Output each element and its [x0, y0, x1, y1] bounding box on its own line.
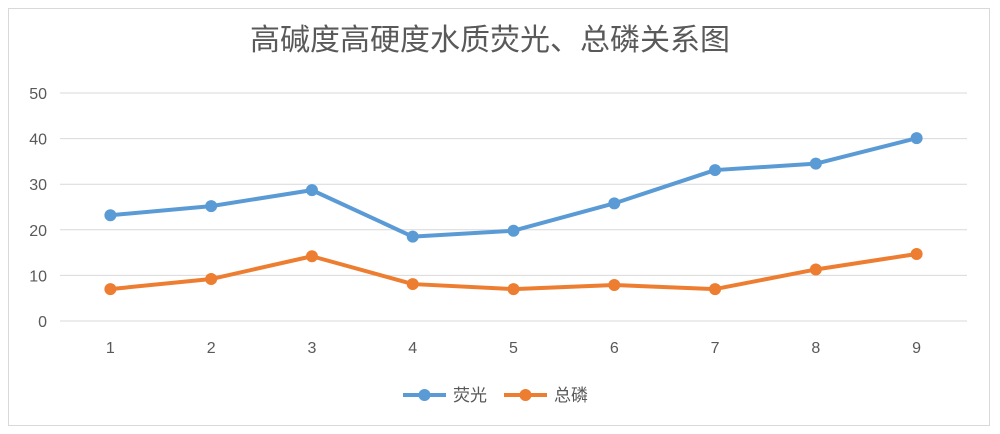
data-point — [205, 273, 218, 286]
x-tick-label: 3 — [307, 340, 316, 357]
legend-item: 总磷 — [504, 386, 588, 406]
data-point — [406, 230, 419, 243]
series-line — [108, 136, 919, 239]
data-point — [910, 247, 923, 260]
legend-label: 总磷 — [554, 386, 588, 406]
y-tick-label: 30 — [29, 177, 47, 194]
y-tick-label: 0 — [38, 314, 47, 331]
x-tick-label: 6 — [610, 340, 619, 357]
data-point — [709, 283, 722, 296]
series-1 — [104, 132, 923, 243]
x-tick-label: 5 — [509, 340, 518, 357]
y-tick-label: 40 — [29, 132, 47, 149]
legend-marker — [519, 389, 532, 401]
data-point — [809, 157, 822, 170]
data-point — [608, 197, 621, 210]
x-tick-label: 2 — [207, 340, 216, 357]
data-point — [608, 278, 621, 291]
data-point — [809, 263, 822, 276]
data-point — [305, 184, 318, 197]
legend: 荧光 总磷 — [403, 386, 588, 406]
y-axis-tick-labels: 0 10 20 30 40 50 — [29, 86, 47, 331]
x-tick-label: 9 — [912, 340, 921, 357]
chart-frame — [8, 8, 990, 426]
x-tick-label: 4 — [408, 340, 417, 357]
legend-item: 荧光 — [403, 386, 487, 406]
data-point — [305, 250, 318, 263]
chart-title: 高碱度高硬度水质荧光、总磷关系图 — [250, 23, 730, 58]
data-point — [104, 209, 117, 222]
data-point — [406, 278, 419, 291]
series-lines — [104, 132, 923, 296]
data-point — [709, 164, 722, 177]
x-tick-label: 7 — [711, 340, 720, 357]
data-point — [910, 132, 923, 145]
y-tick-label: 20 — [29, 223, 47, 240]
y-tick-label: 10 — [29, 268, 47, 285]
data-point — [507, 283, 520, 296]
series-2 — [104, 247, 923, 296]
legend-label: 荧光 — [453, 386, 487, 406]
x-tick-label: 8 — [811, 340, 820, 357]
x-axis-tick-labels: 1 2 3 4 5 6 7 8 9 — [106, 340, 921, 357]
data-point — [205, 200, 218, 213]
x-tick-label: 1 — [106, 340, 115, 357]
data-point — [507, 224, 520, 237]
y-tick-label: 50 — [29, 86, 47, 103]
data-point — [104, 283, 117, 296]
legend-marker — [418, 389, 431, 401]
